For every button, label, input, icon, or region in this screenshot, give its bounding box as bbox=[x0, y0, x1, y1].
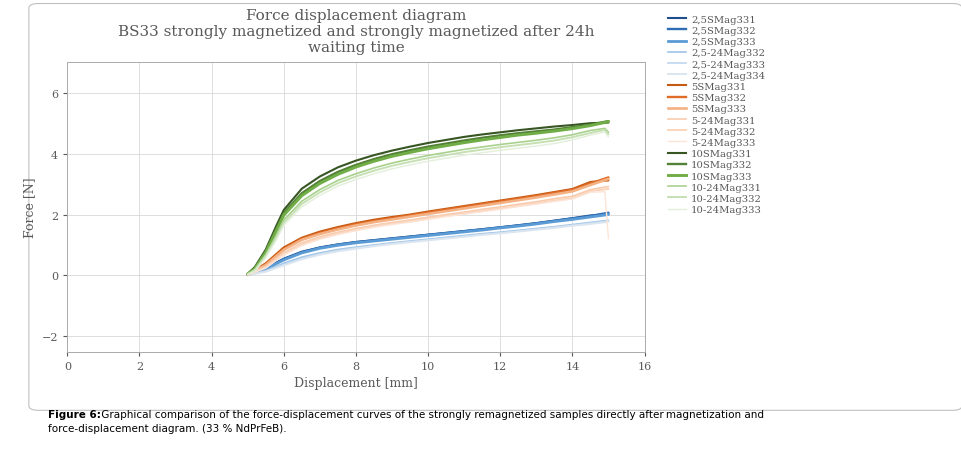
X-axis label: Displacement [mm]: Displacement [mm] bbox=[294, 376, 417, 389]
Title: Force displacement diagram
BS33 strongly magnetized and strongly magnetized afte: Force displacement diagram BS33 strongly… bbox=[117, 9, 594, 55]
Y-axis label: Force [N]: Force [N] bbox=[23, 177, 37, 238]
Legend: 2,5SMag331, 2,5SMag332, 2,5SMag333, 2,5-24Mag332, 2,5-24Mag333, 2,5-24Mag334, 5S: 2,5SMag331, 2,5SMag332, 2,5SMag333, 2,5-… bbox=[663, 12, 768, 219]
Text: Graphical comparison of the force-displacement curves of the strongly remagnetiz: Graphical comparison of the force-displa… bbox=[98, 409, 763, 419]
Text: force-displacement diagram. (33 % NdPrFeB).: force-displacement diagram. (33 % NdPrFe… bbox=[48, 423, 286, 433]
Text: Figure 6:: Figure 6: bbox=[48, 409, 101, 419]
